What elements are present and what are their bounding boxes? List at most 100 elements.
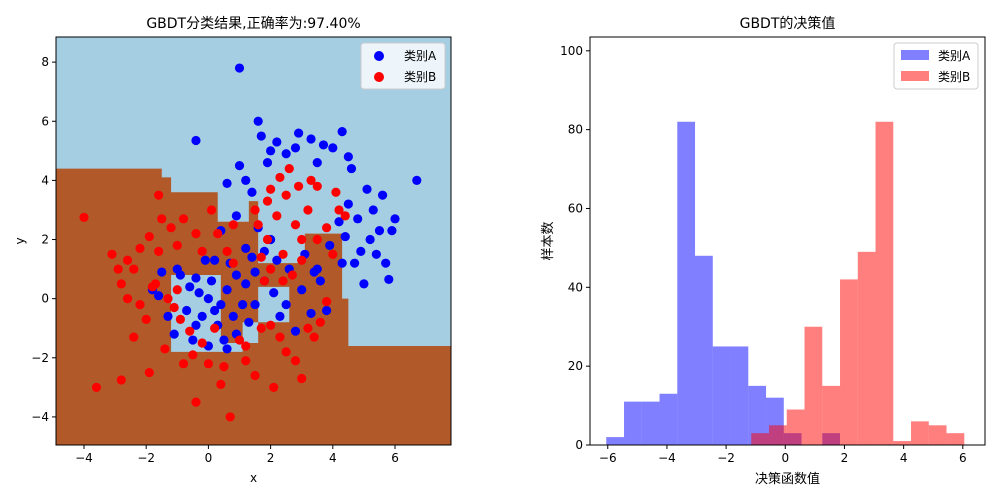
scatter-point-a-34 bbox=[343, 199, 353, 209]
scatter-point-a-27 bbox=[281, 149, 291, 159]
scatter-point-a-84 bbox=[306, 308, 316, 319]
scatter-point-b-27 bbox=[290, 356, 301, 366]
scatter-point-a-30 bbox=[362, 184, 372, 194]
scatter-point-b-21 bbox=[225, 412, 235, 422]
scatter-xlabel: x bbox=[250, 471, 257, 485]
scatter-point-b-79 bbox=[303, 323, 313, 333]
scatter-point-a-6 bbox=[306, 134, 316, 144]
scatter-point-a-40 bbox=[241, 175, 251, 185]
scatter-point-b-78 bbox=[275, 332, 285, 342]
scatter-ytick-label-0: −4 bbox=[31, 410, 49, 424]
scatter-point-b-60 bbox=[297, 234, 307, 245]
scatter-ytick-label-5: 6 bbox=[41, 114, 49, 128]
scatter-point-b-69 bbox=[163, 294, 173, 304]
scatter-point-b-71 bbox=[160, 344, 170, 354]
scatter-point-b-41 bbox=[222, 246, 232, 256]
scatter-xtick-label-4: 4 bbox=[329, 451, 337, 465]
scatter-point-b-15 bbox=[191, 229, 201, 239]
scatter-point-a-50 bbox=[210, 255, 220, 265]
scatter-point-a-74 bbox=[157, 267, 167, 277]
histogram-legend: 类别A 类别B bbox=[893, 42, 979, 90]
scatter-point-b-66 bbox=[129, 264, 139, 274]
scatter-point-b-0 bbox=[79, 212, 89, 222]
scatter-point-a-65 bbox=[182, 305, 192, 316]
scatter-point-a-32 bbox=[353, 214, 363, 224]
scatter-point-b-49 bbox=[303, 205, 313, 215]
scatter-title: GBDT分类结果,正确率为:97.40% bbox=[146, 15, 360, 32]
scatter-point-b-42 bbox=[213, 229, 223, 239]
scatter-point-a-90 bbox=[250, 299, 260, 310]
scatter-point-b-25 bbox=[266, 320, 276, 330]
scatter-point-b-9 bbox=[154, 246, 164, 256]
scatter-legend-label-b: 类别B bbox=[404, 70, 436, 84]
histogram-xtick-label-0: −6 bbox=[599, 451, 617, 465]
scatter-point-a-3 bbox=[256, 131, 266, 141]
scatter-point-b-32 bbox=[315, 317, 325, 327]
histogram-ytick-label-5: 100 bbox=[560, 44, 583, 58]
scatter-point-b-73 bbox=[135, 299, 145, 310]
scatter-point-b-55 bbox=[293, 181, 304, 191]
scatter-point-b-12 bbox=[166, 223, 176, 233]
scatter-point-a-92 bbox=[312, 264, 322, 274]
scatter-point-b-59 bbox=[331, 187, 341, 197]
scatter-point-b-48 bbox=[290, 220, 301, 230]
scatter-point-b-35 bbox=[266, 264, 276, 274]
histogram-ylabel: 样本数 bbox=[541, 221, 556, 260]
scatter-point-b-46 bbox=[272, 211, 282, 221]
scatter-point-a-81 bbox=[281, 299, 291, 310]
scatter-point-a-87 bbox=[210, 305, 220, 316]
scatter-point-b-31 bbox=[321, 297, 332, 307]
scatter-ylabel: y bbox=[13, 237, 27, 244]
scatter-point-a-56 bbox=[188, 335, 198, 345]
hist-bar-b-1 bbox=[769, 425, 787, 445]
scatter-point-a-70 bbox=[200, 255, 210, 265]
scatter-point-a-23 bbox=[231, 211, 241, 221]
scatter-point-a-77 bbox=[216, 299, 226, 310]
scatter-point-b-5 bbox=[129, 332, 139, 342]
scatter-point-a-31 bbox=[368, 205, 378, 215]
scatter-point-a-72 bbox=[247, 252, 257, 262]
scatter-point-b-80 bbox=[107, 249, 117, 259]
histogram-legend-swatch-a bbox=[901, 50, 929, 60]
scatter-plot-area bbox=[56, 37, 451, 445]
scatter-point-a-95 bbox=[371, 249, 381, 259]
scatter-point-a-64 bbox=[194, 288, 204, 298]
hist-bar-a-3 bbox=[659, 393, 678, 445]
scatter-point-a-62 bbox=[222, 285, 232, 295]
scatter-point-b-77 bbox=[250, 370, 260, 381]
scatter-point-a-43 bbox=[318, 140, 329, 150]
scatter-point-b-50 bbox=[312, 181, 322, 191]
scatter-point-b-75 bbox=[219, 362, 229, 372]
scatter-point-a-35 bbox=[325, 240, 335, 251]
scatter-point-a-79 bbox=[222, 344, 232, 354]
scatter-point-a-16 bbox=[337, 258, 347, 268]
histogram-ytick-label-3: 60 bbox=[568, 201, 583, 215]
scatter-point-a-47 bbox=[334, 217, 344, 227]
scatter-ytick-label-3: 2 bbox=[41, 233, 49, 247]
scatter-point-b-76 bbox=[234, 335, 245, 345]
scatter-point-a-28 bbox=[312, 158, 322, 168]
scatter-point-a-76 bbox=[191, 320, 201, 330]
scatter-point-b-64 bbox=[266, 184, 276, 194]
scatter-point-b-14 bbox=[178, 214, 189, 224]
hist-bar-a-5 bbox=[695, 255, 713, 445]
hist-bar-a-0 bbox=[606, 437, 625, 445]
scatter-ytick-label-6: 8 bbox=[41, 55, 49, 69]
scatter-point-b-67 bbox=[135, 243, 145, 253]
scatter-point-a-2 bbox=[253, 116, 263, 126]
scatter-point-a-38 bbox=[234, 161, 245, 171]
histogram-xlabel: 决策函数值 bbox=[755, 471, 820, 487]
scatter-panel: −4 −2 0 2 4 6 −4 −2 0 2 4 6 8 GBDT分类结果,正确率为:97.40% x… bbox=[13, 15, 452, 485]
scatter-point-a-5 bbox=[293, 128, 304, 138]
scatter-point-a-46 bbox=[387, 226, 397, 236]
histogram-ytick-label-1: 20 bbox=[568, 359, 583, 373]
scatter-ytick-label-2: 0 bbox=[41, 292, 49, 306]
histogram-legend-swatch-b bbox=[901, 71, 929, 81]
scatter-ytick-label-1: −2 bbox=[31, 351, 49, 365]
scatter-point-b-54 bbox=[312, 234, 322, 245]
scatter-point-a-66 bbox=[197, 311, 207, 321]
scatter-point-a-69 bbox=[203, 294, 214, 304]
scatter-point-a-13 bbox=[384, 274, 394, 285]
